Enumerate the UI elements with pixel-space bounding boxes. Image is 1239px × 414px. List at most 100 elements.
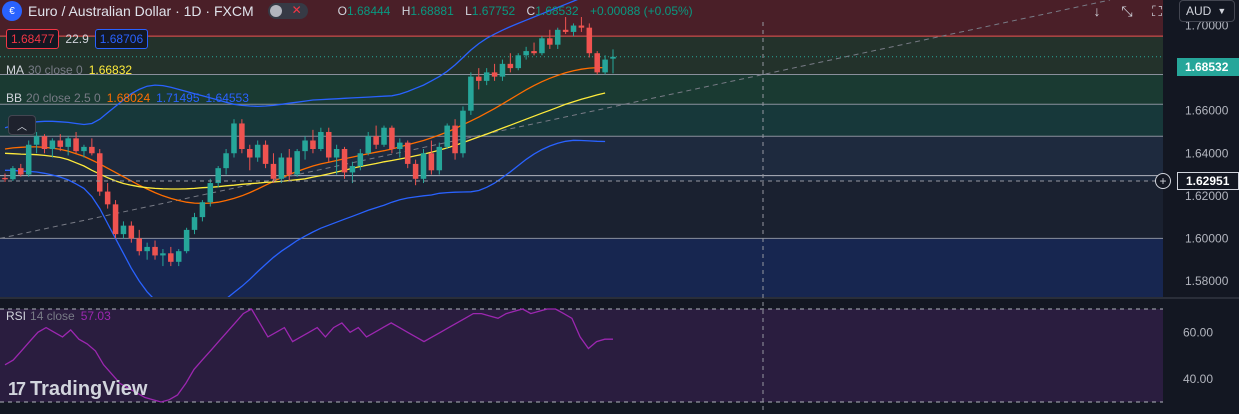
- candle-body[interactable]: [318, 131, 324, 149]
- candle-body[interactable]: [294, 151, 300, 175]
- candle-body[interactable]: [223, 153, 229, 169]
- rsi-line[interactable]: [4, 308, 613, 403]
- candle-body[interactable]: [365, 136, 371, 154]
- candle-body[interactable]: [436, 146, 443, 171]
- candle-body[interactable]: [389, 127, 395, 149]
- candle-body[interactable]: [460, 110, 466, 154]
- candle-body[interactable]: [10, 168, 16, 180]
- candle-body[interactable]: [310, 140, 316, 149]
- candle-body[interactable]: [554, 29, 561, 45]
- candle-body[interactable]: [231, 123, 237, 154]
- candle-body[interactable]: [144, 246, 150, 252]
- collapse-legend-button[interactable]: ︿: [8, 115, 36, 135]
- ma-legend[interactable]: MA 30 close 0 1.66832: [0, 63, 132, 77]
- candle-body[interactable]: [65, 138, 71, 147]
- add-alert-plus-icon[interactable]: +: [1155, 173, 1171, 189]
- candle-body[interactable]: [254, 144, 261, 158]
- candle-body[interactable]: [333, 149, 340, 158]
- candle-body[interactable]: [25, 144, 32, 175]
- candle-body[interactable]: [373, 136, 379, 145]
- candle-body[interactable]: [199, 202, 206, 218]
- candle-body[interactable]: [547, 38, 553, 45]
- candle-body[interactable]: [136, 238, 142, 252]
- candle-body[interactable]: [325, 131, 332, 158]
- candle-body[interactable]: [357, 153, 364, 167]
- candle-body[interactable]: [381, 127, 387, 145]
- candle-body[interactable]: [468, 76, 474, 111]
- candle-body[interactable]: [507, 63, 514, 69]
- candle-body[interactable]: [191, 217, 198, 230]
- candle-body[interactable]: [49, 140, 56, 149]
- candle-body[interactable]: [562, 29, 569, 32]
- candle-body[interactable]: [152, 246, 158, 256]
- trendline-line[interactable]: [0, 0, 1111, 239]
- symbol-flag-icon[interactable]: €: [2, 1, 22, 21]
- ohlc-high-label: H: [401, 4, 411, 18]
- candle-body[interactable]: [160, 253, 166, 256]
- buy-button[interactable]: 1.68706: [94, 29, 149, 49]
- currency-select[interactable]: AUD ▼: [1179, 0, 1235, 22]
- candle-body[interactable]: [41, 136, 48, 149]
- candle-body[interactable]: [128, 225, 135, 239]
- candle-body[interactable]: [578, 25, 585, 28]
- candle-body[interactable]: [73, 138, 79, 152]
- candle-body[interactable]: [586, 27, 593, 54]
- sell-button[interactable]: 1.68477: [6, 29, 60, 49]
- candle-body[interactable]: [404, 142, 411, 164]
- candle-body[interactable]: [610, 56, 616, 59]
- candle-body[interactable]: [89, 146, 95, 154]
- candle-body[interactable]: [270, 163, 277, 179]
- bb-basis-line[interactable]: [4, 66, 606, 204]
- ma-line[interactable]: [4, 92, 606, 190]
- market-status-pill[interactable]: ✕: [267, 3, 308, 19]
- candle-body[interactable]: [491, 72, 498, 77]
- candle-body[interactable]: [302, 140, 308, 152]
- candle-body[interactable]: [483, 72, 490, 81]
- candle-body[interactable]: [18, 168, 24, 175]
- candle-body[interactable]: [183, 229, 190, 252]
- fullscreen-button[interactable]: ⛶: [1143, 0, 1171, 22]
- bb-legend[interactable]: BB 20 close 2.5 0 1.68024 1.71495 1.6455…: [0, 91, 249, 105]
- collapse-button[interactable]: ⤡: [1113, 0, 1141, 22]
- rsi-legend[interactable]: RSI 14 close 57.03: [0, 309, 111, 323]
- candle-body[interactable]: [168, 253, 174, 262]
- candle-body[interactable]: [420, 153, 427, 179]
- candle-body[interactable]: [215, 168, 221, 184]
- candle-body[interactable]: [2, 177, 8, 180]
- candle-body[interactable]: [207, 183, 214, 203]
- candle-body[interactable]: [476, 76, 482, 81]
- candle-body[interactable]: [96, 153, 103, 192]
- candle-body[interactable]: [33, 136, 40, 145]
- candle-body[interactable]: [57, 140, 64, 147]
- candle-body[interactable]: [120, 225, 127, 235]
- candle-body[interactable]: [570, 25, 577, 32]
- candle-body[interactable]: [112, 204, 119, 235]
- candle-body[interactable]: [594, 53, 600, 73]
- candle-body[interactable]: [428, 153, 435, 171]
- candle-body[interactable]: [239, 123, 245, 149]
- candle-body[interactable]: [175, 251, 182, 262]
- candle-body[interactable]: [452, 125, 458, 154]
- candle-body[interactable]: [523, 51, 529, 56]
- candle-body[interactable]: [531, 51, 537, 54]
- candle-body[interactable]: [81, 146, 87, 152]
- candle-body[interactable]: [278, 157, 285, 179]
- candle-body[interactable]: [397, 142, 403, 149]
- bb-lower-line[interactable]: [5, 139, 606, 314]
- candle-body[interactable]: [539, 38, 545, 54]
- bb-upper-line[interactable]: [4, 0, 605, 129]
- candle-body[interactable]: [499, 63, 506, 77]
- candle-body[interactable]: [286, 157, 293, 175]
- candle-body[interactable]: [349, 166, 356, 173]
- candle-body[interactable]: [412, 163, 419, 179]
- candle-body[interactable]: [262, 144, 269, 164]
- candle-body[interactable]: [247, 149, 253, 158]
- candle-body[interactable]: [341, 149, 348, 173]
- candle-body[interactable]: [515, 55, 522, 69]
- candle-body[interactable]: [104, 191, 111, 205]
- candle-body[interactable]: [444, 125, 450, 147]
- candle-body[interactable]: [602, 59, 608, 73]
- symbol-title[interactable]: Euro / Australian Dollar · 1D · FXCM: [28, 3, 254, 19]
- down-arrow-button[interactable]: ↓: [1083, 0, 1111, 22]
